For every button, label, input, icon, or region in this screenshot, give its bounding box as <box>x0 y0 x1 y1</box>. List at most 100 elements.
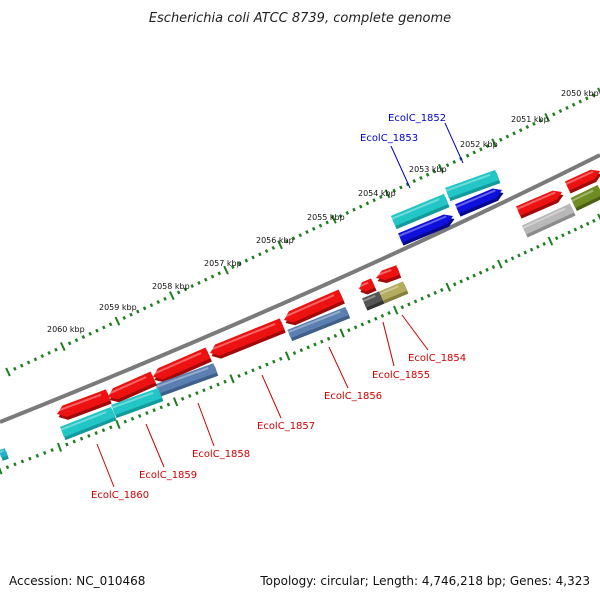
leader-ecolc-1852 <box>444 122 464 164</box>
inner-tick-82 <box>561 233 565 238</box>
inner-tick-64 <box>445 282 451 292</box>
inner-tick-1 <box>5 465 10 470</box>
inner-tick-43 <box>306 345 310 350</box>
gene-labels: EcolC_1852 EcolC_1853 EcolC_1854 EcolC_1… <box>91 113 466 501</box>
inner-tick-10 <box>72 439 76 444</box>
inner-tick-50 <box>353 325 358 330</box>
outer-tick-2 <box>19 363 24 368</box>
gene-ecolc-1852[interactable] <box>445 169 501 202</box>
inner-tick-68 <box>472 273 476 278</box>
map-title: Escherichia coli ATCC 8739, complete gen… <box>149 11 451 26</box>
gene-label-ecolc-1860[interactable]: EcolC_1860 <box>91 490 149 501</box>
gene-ecolc-1858-red[interactable] <box>151 347 212 383</box>
inner-tick-34 <box>244 371 248 376</box>
inner-tick-38 <box>272 359 276 364</box>
gene-label-ecolc-1858[interactable]: EcolC_1858 <box>192 449 250 460</box>
outer-tick-56 <box>384 189 391 199</box>
outer-tick-43 <box>298 233 303 238</box>
gene-olive[interactable] <box>570 185 600 211</box>
inner-tick-17 <box>123 419 127 424</box>
outer-tick-70 <box>479 147 483 152</box>
gene-ecolc-1856[interactable] <box>287 306 351 342</box>
gene-ecolc-1859[interactable] <box>111 387 164 419</box>
gene-ecolc-1854-small-body <box>376 265 400 280</box>
gene-ecolc-1856-body <box>287 306 349 339</box>
gene-ecolc-1856-red[interactable] <box>282 289 345 326</box>
gene-label-ecolc-1855[interactable]: EcolC_1855 <box>372 370 430 381</box>
gene-gray-right[interactable] <box>521 203 576 238</box>
leader-ecolc-1860 <box>96 443 115 488</box>
gene-ecolc-1854[interactable] <box>379 281 409 304</box>
gene-olive-body <box>570 185 600 208</box>
gene-ecolc-1860-body <box>59 406 116 438</box>
inner-tick-40 <box>284 351 291 361</box>
gene-ecolc-1860-highlight <box>60 411 107 431</box>
inner-tick-88 <box>597 213 600 221</box>
inner-tick-41 <box>292 351 297 356</box>
gene-label-ecolc-1853[interactable]: EcolC_1853 <box>360 133 418 144</box>
inner-tick-31 <box>223 379 227 384</box>
gene-ecolc-1853-blue[interactable] <box>398 214 455 246</box>
inner-tick-13 <box>94 431 98 435</box>
inner-tick-57 <box>400 305 405 310</box>
gene-red-right-1[interactable] <box>516 190 564 219</box>
outer-tick-45 <box>311 226 316 231</box>
inner-tick-6 <box>43 451 47 455</box>
gene-ecolc-1859-red[interactable] <box>106 371 157 403</box>
tick-label: 2058 kbp <box>152 282 190 291</box>
gene-ecolc-1855-small[interactable] <box>357 278 377 295</box>
inner-tick-23 <box>166 402 171 407</box>
gene-ecolc-1860[interactable] <box>59 406 117 441</box>
outer-tick-21 <box>149 303 154 308</box>
gene-ecolc-1855[interactable] <box>362 291 385 311</box>
outer-tick-track <box>5 87 600 377</box>
outer-tick-34 <box>237 261 242 266</box>
inner-tick-53 <box>374 316 378 321</box>
outer-tick-0 <box>5 367 11 377</box>
gene-red-right-2[interactable] <box>564 169 600 194</box>
gene-label-ecolc-1852[interactable]: EcolC_1852 <box>388 113 446 124</box>
gene-ecolc-1858[interactable] <box>155 363 219 397</box>
leader-ecolc-1858 <box>197 402 215 447</box>
outer-tick-47 <box>325 220 329 225</box>
gene-ecolc-1859-red-body <box>108 371 156 400</box>
gene-label-ecolc-1859[interactable]: EcolC_1859 <box>139 470 197 481</box>
outer-tick-80 <box>544 112 551 122</box>
gene-label-ecolc-1857[interactable]: EcolC_1857 <box>257 421 315 432</box>
outer-tick-31 <box>217 271 222 276</box>
gene-ecolc-1852-blue[interactable] <box>455 188 504 217</box>
inner-tick-60 <box>420 296 424 301</box>
tick-label: 2050 kbp <box>561 89 599 98</box>
outer-tick-18 <box>129 312 133 317</box>
inner-tick-29 <box>209 385 213 390</box>
gene-ecolc-1853-track[interactable] <box>390 193 450 230</box>
outer-tick-65 <box>445 163 450 168</box>
outer-tick-5 <box>40 354 45 359</box>
gene-label-ecolc-1854[interactable]: EcolC_1854 <box>408 353 466 364</box>
gene-ecolc-1860-red-highlight <box>55 393 102 413</box>
inner-tick-21 <box>152 408 156 413</box>
inner-tick-25 <box>180 396 185 401</box>
inner-tick-9 <box>65 442 69 447</box>
outer-tick-25 <box>176 290 181 295</box>
gene-edge-left-highlight <box>0 449 5 454</box>
gene-edge-left-body <box>0 448 8 458</box>
leader-ecolc-1856 <box>328 346 349 389</box>
inner-tick-56 <box>392 305 399 315</box>
gene-label-ecolc-1856[interactable]: EcolC_1856 <box>324 391 382 402</box>
outer-tick-84 <box>571 102 576 107</box>
gene-edge-left[interactable] <box>0 448 9 461</box>
inner-tick-70 <box>485 267 489 272</box>
inner-tick-51 <box>360 322 365 327</box>
outer-tick-66 <box>452 160 457 164</box>
gene-ecolc-1854-small[interactable] <box>374 265 402 283</box>
outer-tick-26 <box>183 287 188 292</box>
gene-ecolc-1857[interactable] <box>208 318 286 359</box>
leader-ecolc-1853 <box>390 145 411 189</box>
gene-red-right-1-body <box>516 190 562 216</box>
inner-tick-77 <box>529 247 534 252</box>
outer-tick-24 <box>169 291 175 301</box>
inner-tick-36 <box>258 365 262 370</box>
gene-ecolc-1860-red[interactable] <box>55 389 112 420</box>
outer-tick-74 <box>505 134 510 139</box>
